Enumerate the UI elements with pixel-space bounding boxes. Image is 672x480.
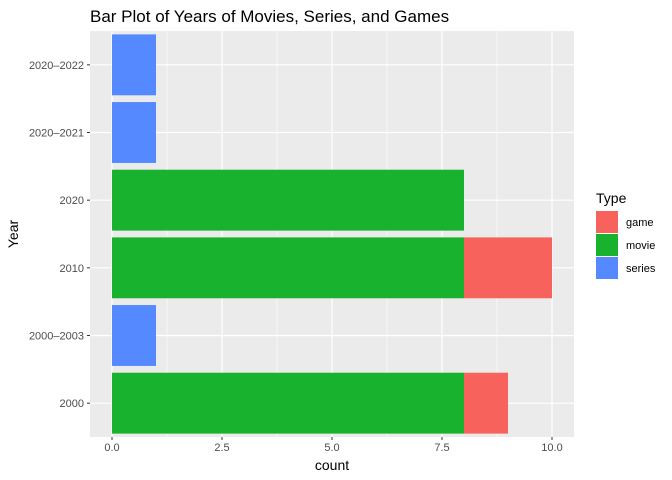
x-tick-label: 5.0 xyxy=(324,442,339,454)
legend-label-series: series xyxy=(626,263,656,275)
y-tick-label: 2000 xyxy=(60,398,84,410)
bar-game xyxy=(464,237,552,299)
chart-title: Bar Plot of Years of Movies, Series, and… xyxy=(90,7,449,26)
bars xyxy=(112,34,552,434)
bar-movie xyxy=(112,169,464,231)
legend-key-series xyxy=(596,257,618,279)
y-tick-label: 2000–2003 xyxy=(29,331,84,343)
y-axis-title: Year xyxy=(5,220,21,249)
legend-title: Type xyxy=(596,190,627,206)
legend-key-movie xyxy=(596,234,618,256)
bar-series xyxy=(112,34,156,96)
legend-label-game: game xyxy=(626,217,654,229)
bar-movie xyxy=(112,237,464,299)
x-axis: 0.0 2.5 5.0 7.5 10.0 xyxy=(104,437,563,454)
x-axis-title: count xyxy=(315,457,349,473)
bar-movie xyxy=(112,372,464,434)
legend-items: game movie series xyxy=(596,211,656,279)
y-tick-label: 2020 xyxy=(60,195,84,207)
y-axis: 2000 2000–2003 2010 2020 2020–2021 2020–2022 xyxy=(29,60,90,410)
y-tick-label: 2020–2022 xyxy=(29,60,84,72)
legend-key-game xyxy=(596,211,618,233)
minor-gridlines xyxy=(166,31,498,437)
x-tick-label: 2.5 xyxy=(214,442,229,454)
legend: Type game movie series xyxy=(596,190,656,279)
legend-label-movie: movie xyxy=(626,240,655,252)
y-tick-label: 2020–2021 xyxy=(29,128,84,140)
bar-game xyxy=(464,372,508,434)
x-tick-label: 0.0 xyxy=(104,442,119,454)
bar-series xyxy=(112,102,156,163)
x-tick-label: 10.0 xyxy=(541,442,562,454)
y-tick-label: 2010 xyxy=(60,263,84,275)
bar-series xyxy=(112,305,156,366)
x-tick-label: 7.5 xyxy=(434,442,449,454)
